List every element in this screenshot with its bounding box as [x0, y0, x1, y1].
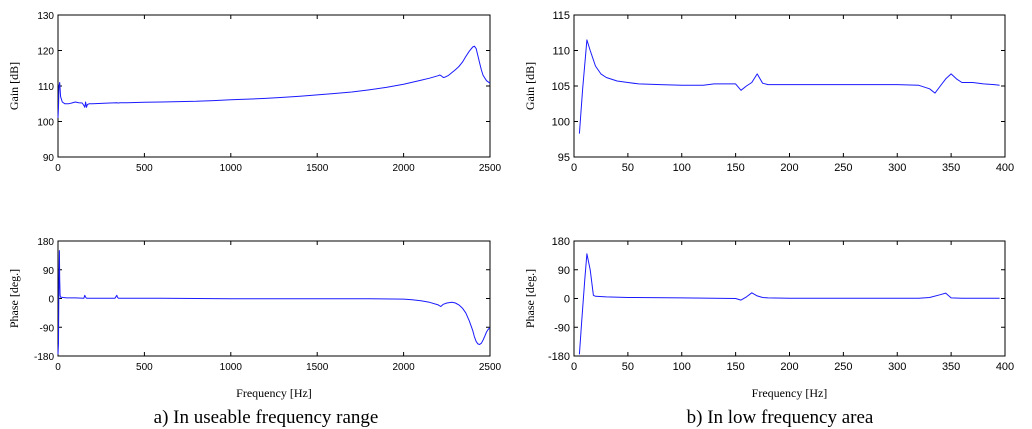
- x-tick-label: 100: [673, 361, 691, 373]
- series-line-1: [578, 253, 1000, 355]
- y-tick-label: 130: [37, 11, 54, 22]
- y-tick-label: 95: [558, 152, 570, 164]
- x-tick-label: 1500: [306, 163, 329, 174]
- series-line-1: [578, 39, 1000, 134]
- x-tick-label: 250: [834, 162, 852, 174]
- x-tick-label: 0: [571, 162, 577, 174]
- x-tick-label: 200: [780, 361, 798, 373]
- x-tick-label: 400: [996, 361, 1014, 373]
- y-tick-label: -180: [34, 352, 54, 363]
- x-tick-label: 1000: [220, 362, 243, 373]
- x-tick-label: 50: [622, 162, 634, 174]
- y-tick-label: 110: [38, 82, 54, 93]
- y-tick-label: 105: [552, 81, 570, 93]
- y-tick-label: 180: [37, 237, 54, 248]
- x-axis-label: Frequency [Hz]: [752, 386, 828, 400]
- y-tick-label: 110: [552, 46, 570, 58]
- x-tick-label: 2000: [392, 362, 415, 373]
- y-tick-label: -90: [40, 323, 55, 334]
- y-tick-label: -180: [548, 351, 570, 363]
- x-tick-label: 300: [888, 361, 906, 373]
- x-tick-label: 350: [942, 162, 960, 174]
- x-tick-label: 1000: [220, 163, 243, 174]
- y-tick-label: 90: [43, 153, 55, 164]
- y-tick-label: 0: [564, 294, 570, 306]
- caption-right: b) In low frequency area: [687, 407, 874, 428]
- y-tick-label: 180: [552, 236, 570, 248]
- x-tick-label: 250: [834, 361, 852, 373]
- panel-a-gain: 0 500 1000 1500 2000 2500 90 100 110 120 130 Gain […: [7, 11, 502, 174]
- x-tick-label: 400: [996, 162, 1014, 174]
- y-tick-label: -90: [554, 322, 570, 334]
- y-tick-label: 100: [552, 117, 570, 129]
- x-tick-label: 500: [136, 163, 153, 174]
- x-axis-label: Frequency [Hz]: [236, 386, 312, 400]
- x-tick-label: 150: [726, 162, 744, 174]
- x-tick-label: 100: [673, 162, 691, 174]
- x-tick-label: 150: [726, 361, 744, 373]
- caption-left: a) In useable frequency range: [154, 407, 379, 428]
- panel-b-gain: 0 50 100 150 200 250 300 350 400 95 100 105 110 115 Ga…: [523, 10, 1014, 174]
- y-tick-label: 115: [552, 10, 570, 22]
- series-line-1: [57, 45, 491, 118]
- y-tick-label: 0: [48, 295, 54, 306]
- x-tick-label: 50: [622, 361, 634, 373]
- x-tick-label: 2000: [392, 163, 415, 174]
- x-tick-label: 0: [571, 361, 577, 373]
- plot-frame: [57, 14, 491, 158]
- x-tick-label: 0: [55, 163, 61, 174]
- y-tick-label: 90: [43, 266, 55, 277]
- y-axis-label: Phase [deg.]: [523, 269, 537, 328]
- x-tick-label: 300: [888, 162, 906, 174]
- y-tick-label: 90: [558, 265, 570, 277]
- panel-a-phase: 0 500 1000 1500 2000 2500 -180 -90 0 90 180 Phase […: [7, 237, 502, 400]
- y-axis-label: Phase [deg.]: [7, 269, 21, 328]
- x-tick-label: 2500: [479, 362, 502, 373]
- y-tick-label: 100: [37, 118, 54, 129]
- x-tick-label: 1500: [306, 362, 329, 373]
- series-line-1: [57, 250, 491, 355]
- x-tick-label: 350: [942, 361, 960, 373]
- x-tick-label: 0: [55, 362, 61, 373]
- y-axis-label: Gain [dB]: [7, 62, 21, 110]
- y-axis-label: Gain [dB]: [523, 62, 537, 110]
- y-tick-label: 120: [37, 47, 54, 58]
- panel-b-phase: 0 50 100 150 200 250 300 350 400 -180 -90 0 90 180 Pha…: [523, 236, 1014, 400]
- x-tick-label: 500: [136, 362, 153, 373]
- x-tick-label: 2500: [479, 163, 502, 174]
- x-tick-label: 200: [780, 162, 798, 174]
